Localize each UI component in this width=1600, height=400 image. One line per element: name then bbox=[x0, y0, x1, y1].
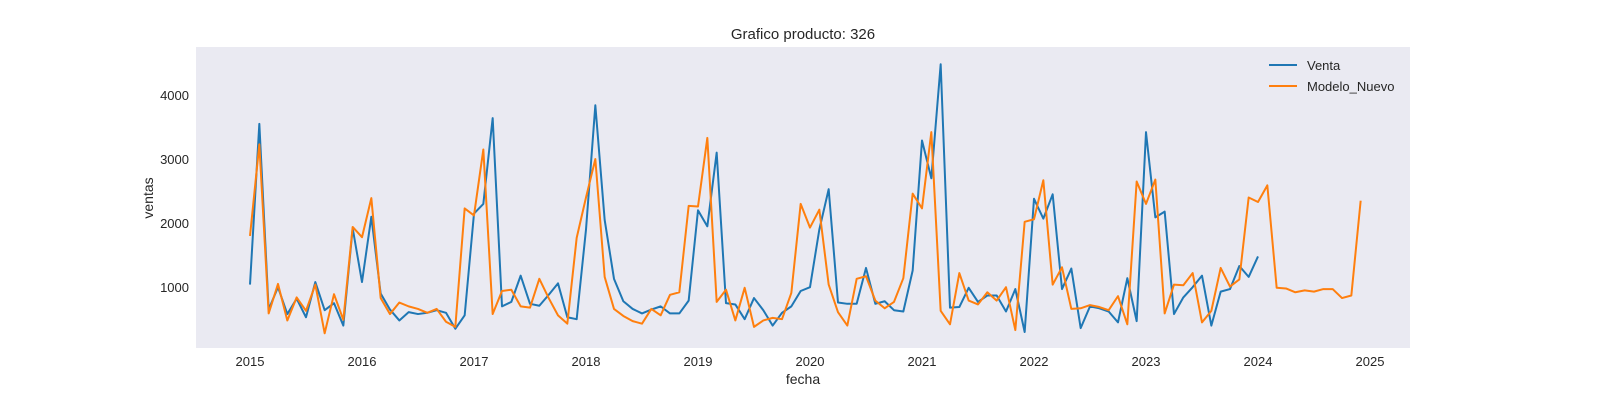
x-tick-label: 2025 bbox=[1356, 354, 1385, 369]
series-line-modelo-nuevo bbox=[249, 131, 1362, 335]
y-axis-title: ventas bbox=[140, 177, 156, 218]
y-tick-label: 1000 bbox=[160, 280, 189, 295]
x-tick-label: 2022 bbox=[1020, 354, 1049, 369]
y-tick-label: 2000 bbox=[160, 216, 189, 231]
legend-label: Venta bbox=[1307, 58, 1341, 73]
x-tick-label: 2019 bbox=[684, 354, 713, 369]
chart-title: Grafico producto: 326 bbox=[731, 26, 875, 43]
x-axis-title: fecha bbox=[786, 371, 820, 387]
x-tick-label: 2016 bbox=[348, 354, 377, 369]
x-tick-label: 2023 bbox=[1132, 354, 1161, 369]
series-group bbox=[249, 63, 1362, 335]
legend: Venta Modelo_Nuevo bbox=[1269, 58, 1394, 94]
x-tick-label: 2020 bbox=[796, 354, 825, 369]
legend-label: Modelo_Nuevo bbox=[1307, 79, 1394, 94]
x-tick-label: 2018 bbox=[572, 354, 601, 369]
series-line-venta bbox=[249, 63, 1259, 333]
y-tick-label: 4000 bbox=[160, 88, 189, 103]
y-tick-labels: 1000 2000 3000 4000 bbox=[160, 88, 189, 295]
plot-area bbox=[196, 47, 1410, 348]
y-tick-label: 3000 bbox=[160, 152, 189, 167]
x-tick-label: 2015 bbox=[236, 354, 265, 369]
x-tick-label: 2017 bbox=[460, 354, 489, 369]
x-tick-label: 2024 bbox=[1244, 354, 1273, 369]
x-tick-labels: 2015 2016 2017 2018 2019 2020 2021 2022 2023 2024… bbox=[236, 354, 1385, 369]
x-tick-label: 2021 bbox=[908, 354, 937, 369]
